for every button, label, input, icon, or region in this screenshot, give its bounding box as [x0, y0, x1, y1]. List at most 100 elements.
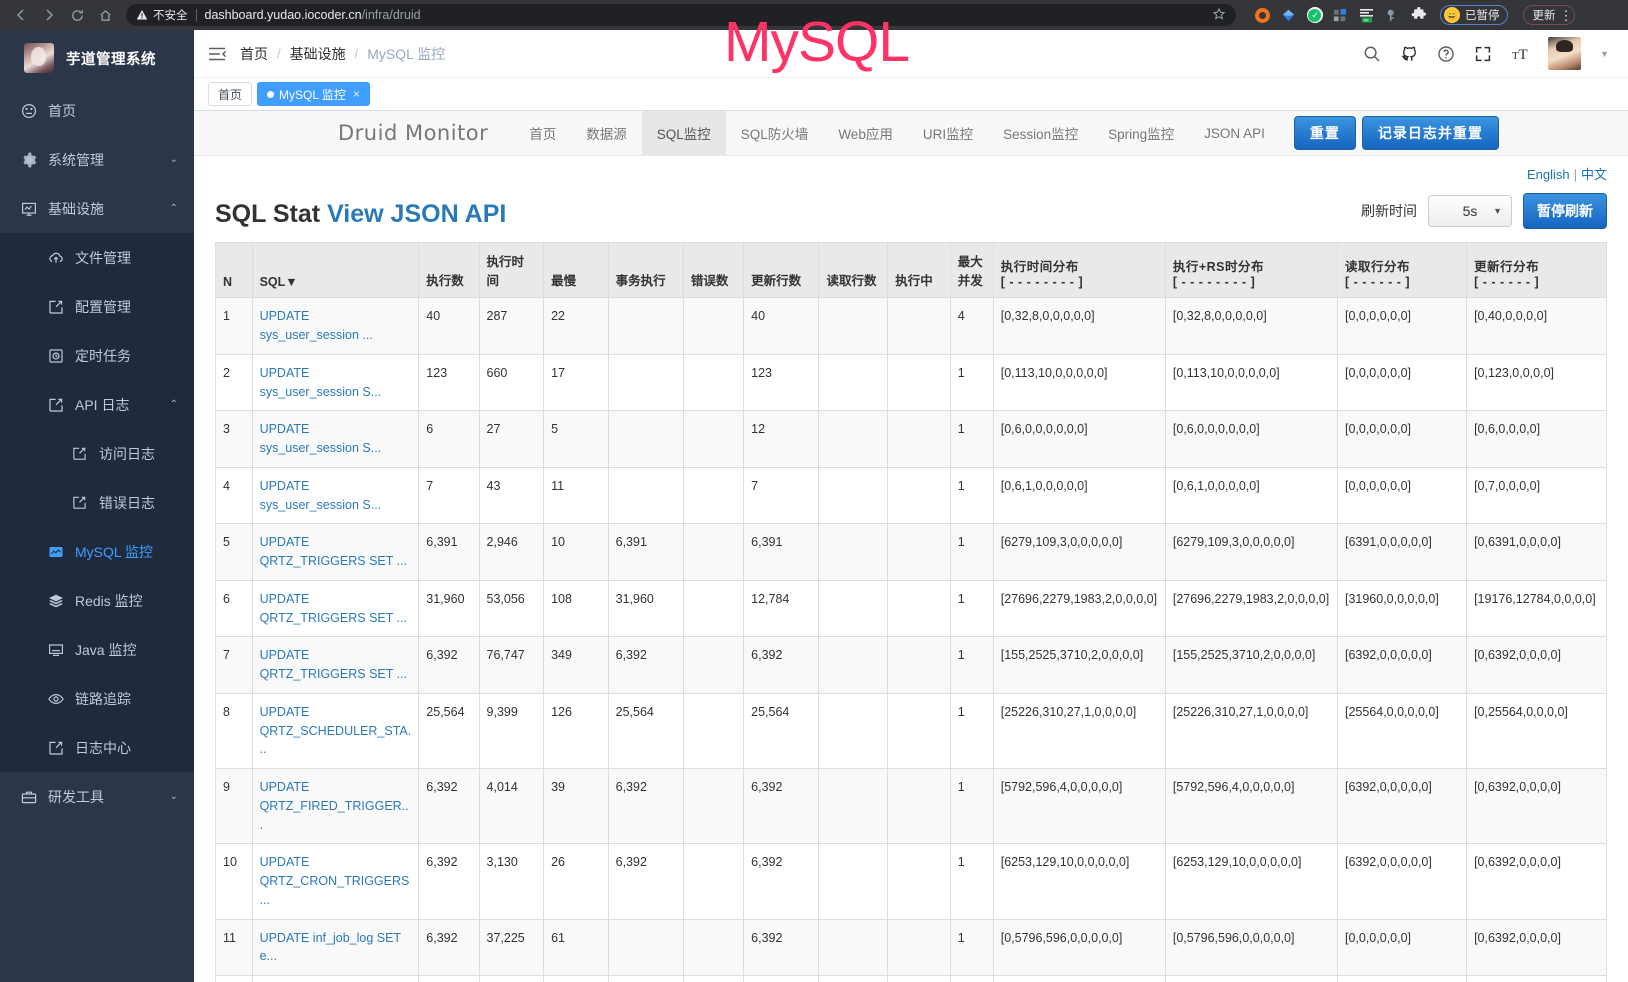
sql-link[interactable]: UPDATE inf_job_log SET e...	[259, 930, 401, 964]
cell-sql[interactable]: UPDATE sys_user_session S...	[251, 410, 420, 468]
pause-refresh-button[interactable]: 暂停刷新	[1523, 193, 1607, 230]
column-header-slowest[interactable]: 最慢	[543, 242, 609, 299]
druid-nav-sql-firewall[interactable]: SQL防火墙	[726, 111, 824, 155]
profile-paused-pill[interactable]: 😄 已暂停	[1440, 5, 1508, 25]
key-extension-icon[interactable]	[1384, 7, 1401, 24]
cell-sql[interactable]: UPDATE inf_job_log SET e...	[251, 918, 420, 977]
sql-link[interactable]: UPDATE sys_user_session ...	[259, 309, 373, 343]
github-icon[interactable]	[1400, 45, 1418, 63]
column-header-update-rows-dist[interactable]: 更新行分布 [ - - - - - - ]	[1466, 242, 1607, 299]
column-header-running[interactable]: 执行中	[887, 242, 951, 299]
refresh-interval-select[interactable]: 5s ▼	[1428, 195, 1512, 228]
column-header-read-rows[interactable]: 读取行数	[818, 242, 889, 299]
squares-extension-icon[interactable]	[1332, 7, 1349, 24]
cell-sql[interactable]: SELECT TRIGGER_STATE	[251, 975, 420, 982]
druid-nav-webapp[interactable]: Web应用	[823, 111, 908, 155]
druid-nav-spring-monitor[interactable]: Spring监控	[1093, 111, 1189, 155]
sql-link[interactable]: UPDATE sys_user_session S...	[259, 478, 382, 512]
druid-nav-session-monitor[interactable]: Session监控	[988, 111, 1093, 155]
column-header-exec-count[interactable]: 执行数	[418, 242, 480, 299]
avatar[interactable]	[1548, 37, 1582, 71]
grammar-check-extension-icon[interactable]: ✓	[1306, 7, 1323, 24]
sql-link[interactable]: UPDATE sys_user_session S...	[259, 365, 382, 399]
sidebar-item-api-log[interactable]: API 日志 ⌃	[0, 380, 194, 429]
sidebar-item-java-monitor[interactable]: Java 监控	[0, 625, 194, 674]
hamburger-icon[interactable]	[194, 44, 240, 64]
back-arrow-icon[interactable]	[8, 2, 34, 28]
column-header-n[interactable]: N	[215, 242, 253, 299]
log-and-reset-button[interactable]: 记录日志并重置	[1361, 116, 1499, 151]
sidebar-item-home[interactable]: 首页	[0, 86, 194, 135]
search-icon[interactable]	[1363, 45, 1381, 63]
sidebar-item-scheduled-jobs[interactable]: 定时任务	[0, 331, 194, 380]
column-header-update-rows[interactable]: 更新行数	[743, 242, 820, 299]
chevron-down-icon[interactable]: ▼	[1600, 48, 1609, 59]
breadcrumb-item-1[interactable]: 基础设施	[289, 45, 346, 62]
druid-nav-datasource[interactable]: 数据源	[571, 111, 642, 155]
language-chinese-link[interactable]: 中文	[1580, 167, 1607, 183]
sidebar-item-log-center[interactable]: 日志中心	[0, 723, 194, 772]
update-pill[interactable]: 更新 ⋮	[1522, 5, 1575, 25]
sidebar-item-dev-tools[interactable]: 研发工具 ⌄	[0, 772, 194, 821]
tab-home[interactable]: 首页	[208, 82, 253, 107]
column-header-max-concurrent[interactable]: 最大并发	[949, 242, 994, 299]
reload-icon[interactable]	[64, 2, 90, 28]
chrome-menu-icon[interactable]: ⋮	[1559, 7, 1573, 23]
cell-sql[interactable]: UPDATE QRTZ_CRON_TRIGGERS...	[251, 843, 420, 920]
help-icon[interactable]	[1437, 45, 1455, 63]
sidebar-item-system[interactable]: 系统管理 ⌄	[0, 135, 194, 184]
sql-link[interactable]: UPDATE QRTZ_TRIGGERS SET ...	[259, 648, 408, 682]
fullscreen-icon[interactable]	[1474, 45, 1492, 63]
list-on-extension-icon[interactable]: on	[1358, 7, 1375, 24]
column-header-error-count[interactable]: 错误数	[682, 242, 745, 299]
druid-brand[interactable]: Druid Monitor	[338, 121, 489, 146]
view-json-api-link[interactable]: View JSON API	[327, 200, 507, 229]
cell-sql[interactable]: UPDATE sys_user_session ...	[251, 297, 420, 355]
orange-ring-extension-icon[interactable]	[1254, 7, 1271, 24]
reset-button[interactable]: 重置	[1293, 116, 1356, 151]
column-header-exec-time[interactable]: 执行时间	[478, 242, 545, 299]
column-header-sql[interactable]: SQL▼	[251, 242, 420, 299]
cell-sql[interactable]: UPDATE QRTZ_TRIGGERS SET ...	[251, 636, 420, 694]
puzzle-extensions-icon[interactable]	[1410, 7, 1427, 24]
column-header-tx-exec[interactable]: 事务执行	[607, 242, 684, 299]
sidebar-item-infra[interactable]: 基础设施 ⌃	[0, 184, 194, 233]
sidebar-item-config-manage[interactable]: 配置管理	[0, 282, 194, 331]
tab-mysql-monitor[interactable]: MySQL 监控 ×	[257, 82, 370, 107]
language-english-link[interactable]: English	[1526, 167, 1570, 183]
druid-nav-home[interactable]: 首页	[514, 111, 571, 155]
sql-link[interactable]: UPDATE QRTZ_SCHEDULER_STA...	[259, 704, 412, 757]
cell-sql[interactable]: UPDATE QRTZ_FIRED_TRIGGER...	[251, 768, 420, 845]
close-icon[interactable]: ×	[352, 87, 360, 102]
sidebar-item-file-manage[interactable]: 文件管理	[0, 233, 194, 282]
druid-nav-json-api[interactable]: JSON API	[1189, 111, 1280, 155]
column-header-exec-rs-dist[interactable]: 执行+RS时分布 [ - - - - - - - - ]	[1164, 242, 1338, 299]
home-icon[interactable]	[92, 2, 118, 28]
cell-sql[interactable]: UPDATE QRTZ_SCHEDULER_STA...	[251, 692, 420, 770]
sidebar-item-mysql-monitor[interactable]: MySQL 监控	[0, 527, 194, 576]
column-header-exec-time-dist[interactable]: 执行时间分布 [ - - - - - - - - ]	[992, 242, 1166, 299]
sql-link[interactable]: UPDATE QRTZ_CRON_TRIGGERS...	[259, 855, 410, 907]
sidebar-item-error-log[interactable]: 错误日志	[0, 478, 194, 527]
sql-link[interactable]: UPDATE QRTZ_TRIGGERS SET ...	[259, 535, 408, 569]
blue-diamond-extension-icon[interactable]	[1280, 7, 1297, 24]
sidebar-item-trace[interactable]: 链路追踪	[0, 674, 194, 723]
druid-nav-uri-monitor[interactable]: URI监控	[908, 111, 988, 155]
sidebar-item-access-log[interactable]: 访问日志	[0, 429, 194, 478]
bookmark-star-icon[interactable]	[1212, 7, 1226, 24]
cell-sql[interactable]: UPDATE sys_user_session S...	[251, 466, 420, 525]
sql-link[interactable]: UPDATE QRTZ_TRIGGERS SET ...	[259, 591, 408, 625]
forward-arrow-icon[interactable]	[36, 2, 62, 28]
sidebar-logo[interactable]: 芋道管理系统	[0, 30, 194, 86]
breadcrumb-item-0[interactable]: 首页	[240, 45, 268, 62]
address-bar[interactable]: 不安全 dashboard.yudao.iocoder.cn /infra/dr…	[126, 4, 1236, 26]
sql-link[interactable]: UPDATE QRTZ_FIRED_TRIGGER...	[259, 780, 409, 832]
cell-sql[interactable]: UPDATE QRTZ_TRIGGERS SET ...	[251, 579, 420, 638]
druid-nav-sql-monitor[interactable]: SQL监控	[641, 111, 726, 156]
column-header-read-rows-dist[interactable]: 读取行分布 [ - - - - - - ]	[1336, 242, 1468, 299]
sql-link[interactable]: UPDATE sys_user_session S...	[259, 422, 382, 456]
sidebar-item-redis-monitor[interactable]: Redis 监控	[0, 576, 194, 625]
cell-sql[interactable]: UPDATE QRTZ_TRIGGERS SET ...	[251, 523, 420, 581]
cell-sql[interactable]: UPDATE sys_user_session S...	[251, 353, 420, 412]
